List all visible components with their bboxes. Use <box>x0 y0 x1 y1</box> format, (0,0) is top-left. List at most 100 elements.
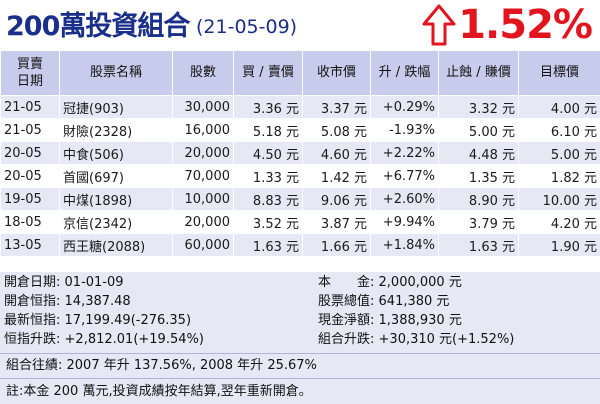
col-header-date: 買賣日期 <box>0 50 60 96</box>
index-change-value: +2,812.01(+19.54%) <box>64 332 204 347</box>
cell-name: 中食(506) <box>59 141 173 165</box>
stock-value-value: 641,380 元 <box>378 294 450 309</box>
cell-buy-sell: 1.33 元 <box>233 164 303 188</box>
note-row: 註:本金 200 萬元,投資成績按年結算,翌年重新開倉。 <box>0 379 600 404</box>
portfolio-change-row: 組合升跌: +30,310 元(+1.52%) <box>318 331 514 348</box>
cell-name: 中煤(1898) <box>59 187 173 211</box>
cash-row: 現金淨額: 1,388,930 元 <box>318 312 462 329</box>
open-index-row: 開倉恒指: 14,387.48 <box>4 293 131 310</box>
cell-close: 1.66 元 <box>302 233 371 257</box>
open-date-label: 開倉日期: <box>4 275 61 290</box>
cell-target: 6.10 元 <box>518 118 600 142</box>
cell-buy-sell: 1.63 元 <box>233 233 303 257</box>
cell-shares: 10,000 <box>172 187 234 211</box>
cell-close: 4.60 元 <box>302 141 371 165</box>
holdings-table: 買賣日期 股票名稱 股數 買 / 賣價 收市價 升 / 跌幅 止蝕 / 賺價 目… <box>0 50 600 257</box>
cell-stop: 3.32 元 <box>438 95 519 119</box>
cell-name: 西王糖(2088) <box>59 233 173 257</box>
up-arrow-icon <box>422 4 456 46</box>
col-header-stop: 止蝕 / 賺價 <box>438 50 519 96</box>
table-header-row: 買賣日期 股票名稱 股數 買 / 賣價 收市價 升 / 跌幅 止蝕 / 賺價 目… <box>0 50 600 96</box>
table-row: 20-05 中食(506) 20,000 4.50 元 4.60 元 +2.22… <box>0 141 600 165</box>
note-text: 註:本金 200 萬元,投資成績按年結算,翌年重新開倉。 <box>6 384 312 399</box>
cell-close: 1.42 元 <box>302 164 371 188</box>
cell-date: 21-05 <box>0 95 60 119</box>
cell-change: +9.94% <box>370 210 439 234</box>
table-row: 18-05 京信(2342) 20,000 3.52 元 3.87 元 +9.9… <box>0 210 600 234</box>
capital-value: 2,000,000 元 <box>378 275 462 290</box>
cell-buy-sell: 3.36 元 <box>233 95 303 119</box>
cell-change: -1.93% <box>370 118 439 142</box>
cash-value: 1,388,930 元 <box>378 313 462 328</box>
divider <box>0 353 600 354</box>
capital-label: 本 金: <box>318 275 375 290</box>
col-header-shares: 股數 <box>172 50 234 96</box>
cell-change: +6.77% <box>370 164 439 188</box>
cell-change: +0.29% <box>370 95 439 119</box>
history-row: 組合往績: 2007 年升 137.56%, 2008 年升 25.67% <box>0 354 600 378</box>
cell-shares: 20,000 <box>172 141 234 165</box>
cell-target: 1.82 元 <box>518 164 600 188</box>
col-header-change: 升 / 跌幅 <box>370 50 439 96</box>
cell-change: +2.22% <box>370 141 439 165</box>
cell-target: 4.00 元 <box>518 95 600 119</box>
summary-section: 開倉日期: 01-01-09 開倉恒指: 14,387.48 最新恒指: 17,… <box>0 272 600 353</box>
cell-buy-sell: 8.83 元 <box>233 187 303 211</box>
cell-target: 10.00 元 <box>518 187 600 211</box>
col-header-close: 收市價 <box>302 50 371 96</box>
open-index-value: 14,387.48 <box>64 294 131 309</box>
col-header-buy-sell: 買 / 賣價 <box>233 50 303 96</box>
portfolio-date: (21-05-09) <box>196 16 298 38</box>
cell-name: 財險(2328) <box>59 118 173 142</box>
cell-shares: 60,000 <box>172 233 234 257</box>
latest-index-value: 17,199.49(-276.35) <box>64 313 192 328</box>
cell-shares: 16,000 <box>172 118 234 142</box>
cell-stop: 1.35 元 <box>438 164 519 188</box>
table-row: 20-05 首國(697) 70,000 1.33 元 1.42 元 +6.77… <box>0 164 600 188</box>
cell-name: 京信(2342) <box>59 210 173 234</box>
open-date-row: 開倉日期: 01-01-09 <box>4 274 124 291</box>
cell-shares: 20,000 <box>172 210 234 234</box>
header: 200萬投資組合 (21-05-09) 1.52% <box>0 0 600 50</box>
performance-value: 1.52% <box>458 2 593 48</box>
latest-index-row: 最新恒指: 17,199.49(-276.35) <box>4 312 191 329</box>
cell-change: +2.60% <box>370 187 439 211</box>
performance-badge: 1.52% <box>422 0 593 50</box>
portfolio-title: 200萬投資組合 <box>6 11 190 42</box>
latest-index-label: 最新恒指: <box>4 313 61 328</box>
cell-target: 1.90 元 <box>518 233 600 257</box>
cell-date: 19-05 <box>0 187 60 211</box>
cell-close: 9.06 元 <box>302 187 371 211</box>
cell-stop: 1.63 元 <box>438 233 519 257</box>
cell-date: 18-05 <box>0 210 60 234</box>
portfolio-change-value: +30,310 元(+1.52%) <box>378 332 515 347</box>
cell-date: 20-05 <box>0 164 60 188</box>
cell-stop: 3.79 元 <box>438 210 519 234</box>
cell-date: 21-05 <box>0 118 60 142</box>
cell-date: 13-05 <box>0 233 60 257</box>
table-row: 21-05 冠捷(903) 30,000 3.36 元 3.37 元 +0.29… <box>0 95 600 119</box>
index-change-row: 恒指升跌: +2,812.01(+19.54%) <box>4 331 204 348</box>
cell-target: 4.20 元 <box>518 210 600 234</box>
table-row: 19-05 中煤(1898) 10,000 8.83 元 9.06 元 +2.6… <box>0 187 600 211</box>
cell-buy-sell: 4.50 元 <box>233 141 303 165</box>
stock-value-label: 股票總值: <box>318 294 375 309</box>
cell-name: 首國(697) <box>59 164 173 188</box>
col-header-name: 股票名稱 <box>59 50 173 96</box>
index-change-label: 恒指升跌: <box>4 332 61 347</box>
cell-change: +1.84% <box>370 233 439 257</box>
cell-close: 3.87 元 <box>302 210 371 234</box>
cell-stop: 8.90 元 <box>438 187 519 211</box>
stock-value-row: 股票總值: 641,380 元 <box>318 293 449 310</box>
cell-name: 冠捷(903) <box>59 95 173 119</box>
open-date-value: 01-01-09 <box>64 275 124 290</box>
cell-close: 5.08 元 <box>302 118 371 142</box>
cell-shares: 70,000 <box>172 164 234 188</box>
portfolio-change-label: 組合升跌: <box>318 332 375 347</box>
cell-date: 20-05 <box>0 141 60 165</box>
capital-row: 本 金: 2,000,000 元 <box>318 274 462 291</box>
cash-label: 現金淨額: <box>318 313 375 328</box>
open-index-label: 開倉恒指: <box>4 294 61 309</box>
col-header-target: 目標價 <box>518 50 600 96</box>
